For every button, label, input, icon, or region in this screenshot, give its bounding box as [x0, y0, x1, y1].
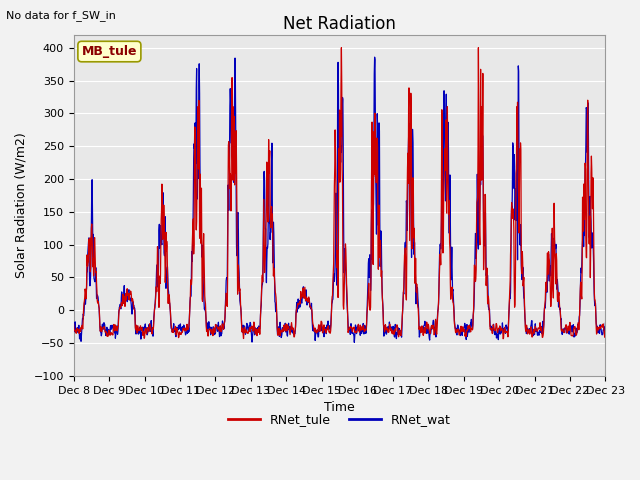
- Title: Net Radiation: Net Radiation: [283, 15, 396, 33]
- Text: MB_tule: MB_tule: [82, 45, 137, 58]
- Line: RNet_tule: RNet_tule: [74, 48, 605, 339]
- X-axis label: Time: Time: [324, 401, 355, 414]
- Y-axis label: Solar Radiation (W/m2): Solar Radiation (W/m2): [15, 132, 28, 278]
- Line: RNet_wat: RNet_wat: [74, 57, 605, 342]
- Legend: RNet_tule, RNet_wat: RNet_tule, RNet_wat: [223, 408, 456, 431]
- Text: No data for f_SW_in: No data for f_SW_in: [6, 10, 116, 21]
